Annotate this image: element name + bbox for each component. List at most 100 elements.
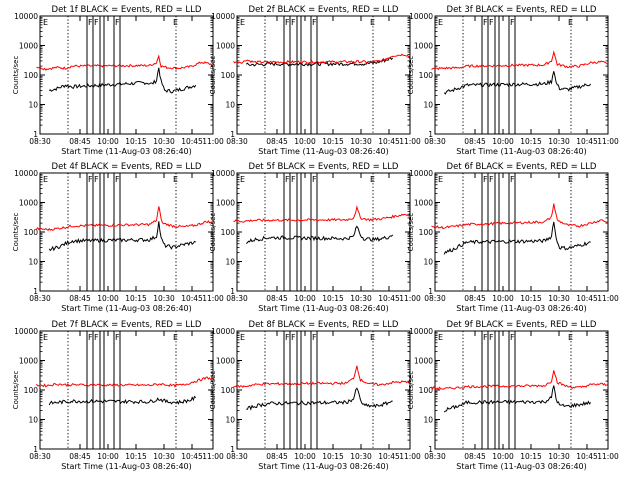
panel-title: Det 3f BLACK = Events, RED = LLD [447,5,597,15]
flag-letter: E [370,18,375,27]
flag-letter: F [285,333,290,342]
lld-series-line [36,206,214,232]
x-tick-label: 08:30 [424,452,446,461]
flag-letter: F [94,18,99,27]
detector-panel-7: Det 7f BLACK = Events, RED = LLD 1 10 100 10… [12,320,224,471]
flag-letter: F [489,333,494,342]
y-tick-label: 1 [428,130,433,139]
x-tick-label: 11:00 [202,452,224,461]
x-tick-label: 11:00 [597,137,619,146]
x-tick-label: 10:30 [153,452,175,461]
y-tick-label: 1000 [19,42,38,51]
plot-frame [39,330,214,450]
flag-letter: E [568,18,573,27]
y-tick-label: 10 [225,416,235,425]
x-tick-label: 08:45 [266,294,288,303]
flag-letter: E [438,175,443,184]
flag-letter: F [483,18,488,27]
lld-series-line [233,53,410,65]
plot-frame [236,172,411,292]
y-tick-label: 10 [28,258,38,267]
x-tick-label: 08:45 [69,294,91,303]
flag-letter: F [88,333,93,342]
y-tick-label: 1000 [216,357,235,366]
flag-letter: F [483,333,488,342]
plot-frame [434,172,609,292]
x-tick-label: 10:45 [576,452,598,461]
flag-letter: F [291,175,296,184]
events-series-line [48,395,197,406]
x-tick-label: 10:15 [125,137,147,146]
panel-title: Det 6f BLACK = Events, RED = LLD [447,162,597,172]
x-tick-label: 10:45 [378,452,400,461]
lld-series-line [36,376,214,388]
y-tick-label: 10000 [211,12,235,21]
x-tick-label: 10:30 [350,294,372,303]
flag-letter: F [88,175,93,184]
flag-letter: E [370,175,375,184]
plot-frame [39,172,214,292]
flag-letter: F [312,175,317,184]
x-axis-label: Start Time (11-Aug-03 08:26:40) [258,304,389,313]
events-series-line [443,71,592,95]
lld-series-line [233,365,411,389]
y-tick-label: 100 [419,386,434,395]
y-tick-label: 100 [419,71,434,80]
x-tick-label: 10:00 [97,294,119,303]
flag-letter: E [173,175,178,184]
x-axis-label: Start Time (11-Aug-03 08:26:40) [456,147,587,156]
detector-panel-3: Det 3f BLACK = Events, RED = LLD 1 10 100 10… [407,5,619,156]
x-tick-label: 11:00 [597,452,619,461]
detector-panel-2: Det 2f BLACK = Events, RED = LLD 1 10 100 10… [209,5,421,156]
x-tick-label: 10:30 [548,137,570,146]
panel-title: Det 4f BLACK = Events, RED = LLD [52,162,202,172]
y-tick-label: 10000 [409,12,433,21]
x-tick-label: 08:45 [464,294,486,303]
events-series-line [245,57,394,67]
x-tick-label: 10:15 [125,294,147,303]
y-tick-label: 10000 [211,327,235,336]
y-tick-label: 10000 [409,327,433,336]
y-tick-label: 1 [33,130,38,139]
x-tick-label: 10:30 [153,137,175,146]
x-tick-label: 10:00 [492,452,514,461]
events-series-line [48,221,196,252]
y-tick-label: 1 [33,445,38,454]
y-tick-label: 10000 [409,169,433,178]
flag-letter: F [94,175,99,184]
x-tick-label: 08:30 [226,452,248,461]
y-axis-label: Counts/sec [407,56,415,95]
y-axis-label: Counts/sec [407,371,415,410]
flag-letter: F [291,18,296,27]
flag-letter: F [489,18,494,27]
x-tick-label: 10:45 [576,137,598,146]
panel-title: Det 7f BLACK = Events, RED = LLD [52,320,202,330]
plot-frame [236,15,411,135]
y-tick-label: 10000 [14,12,38,21]
y-tick-label: 10 [225,258,235,267]
y-axis-label: Counts/sec [12,213,20,252]
y-tick-label: 10 [28,101,38,110]
events-series-line [48,67,197,94]
flag-letter: F [88,18,93,27]
lld-series-line [431,50,609,71]
flag-letter: E [438,18,443,27]
x-tick-label: 10:30 [350,137,372,146]
x-tick-label: 11:00 [399,452,421,461]
x-tick-label: 08:45 [464,452,486,461]
y-tick-label: 100 [24,228,39,237]
flag-letter: E [240,333,245,342]
flag-letter: F [94,333,99,342]
x-axis-label: Start Time (11-Aug-03 08:26:40) [456,462,587,471]
detector-panel-9: Det 9f BLACK = Events, RED = LLD 1 10 100 10… [407,320,619,471]
x-tick-label: 10:45 [181,294,203,303]
y-tick-label: 1 [428,287,433,296]
y-tick-label: 1000 [19,199,38,208]
flag-letter: E [438,333,443,342]
x-tick-label: 11:00 [399,137,421,146]
events-series-line [443,221,591,255]
flag-letter: F [291,333,296,342]
x-axis-label: Start Time (11-Aug-03 08:26:40) [456,304,587,313]
x-tick-label: 10:00 [294,452,316,461]
